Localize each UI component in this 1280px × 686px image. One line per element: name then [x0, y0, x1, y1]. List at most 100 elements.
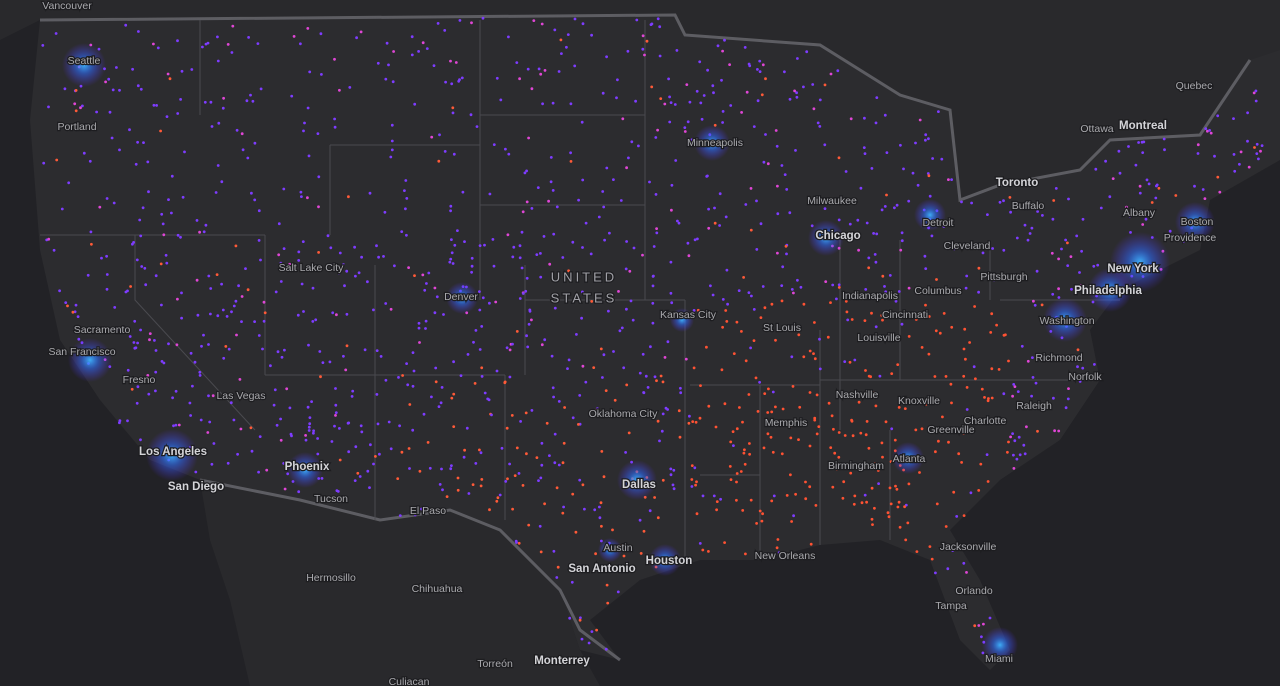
- dot: [1026, 359, 1030, 363]
- city-glow: [146, 429, 198, 481]
- dot: [257, 334, 261, 337]
- dot: [865, 221, 869, 225]
- dot: [1031, 376, 1035, 379]
- dot: [81, 104, 84, 108]
- dot: [525, 200, 529, 204]
- dot: [425, 47, 429, 50]
- dot: [992, 278, 996, 282]
- dot: [1057, 287, 1060, 291]
- dot: [720, 368, 724, 372]
- dot: [660, 429, 664, 433]
- dot: [495, 76, 499, 80]
- dot: [307, 425, 311, 429]
- dot: [470, 264, 474, 268]
- dot: [581, 246, 584, 249]
- dot: [621, 117, 625, 121]
- dot: [930, 234, 934, 238]
- city-glow: [62, 43, 106, 87]
- dot: [740, 111, 743, 114]
- dot: [775, 546, 779, 550]
- dot: [1260, 144, 1264, 148]
- dot: [794, 492, 797, 496]
- dot: [739, 470, 743, 473]
- dot: [875, 232, 879, 236]
- dot: [470, 256, 474, 260]
- dot: [338, 427, 341, 430]
- dot: [456, 476, 460, 480]
- dot: [721, 325, 724, 329]
- dot: [830, 414, 834, 418]
- dot: [641, 47, 645, 51]
- city-label: Monterrey: [534, 655, 590, 667]
- dot: [893, 206, 896, 210]
- dot: [411, 384, 415, 388]
- dot: [601, 376, 604, 379]
- city-label: Sacramento: [74, 324, 131, 336]
- dot: [658, 54, 662, 58]
- dot: [741, 509, 745, 512]
- dot: [735, 498, 738, 502]
- dot: [449, 257, 453, 261]
- dot: [797, 333, 801, 337]
- dot: [537, 67, 541, 71]
- dot: [816, 121, 820, 125]
- dot: [543, 69, 547, 72]
- dot: [573, 64, 577, 68]
- dot: [430, 395, 433, 399]
- dot: [720, 78, 723, 82]
- dot: [883, 113, 887, 117]
- dot: [965, 571, 968, 574]
- dot: [706, 68, 709, 72]
- dot: [793, 89, 796, 93]
- dot: [542, 235, 546, 238]
- dot: [642, 391, 646, 395]
- dot: [698, 416, 702, 420]
- dot: [603, 238, 606, 242]
- dot: [194, 470, 198, 474]
- dot: [73, 102, 77, 106]
- dot: [230, 310, 233, 314]
- dot: [1033, 303, 1037, 307]
- dot: [577, 423, 580, 426]
- dot: [711, 293, 715, 297]
- dot: [52, 248, 56, 252]
- dot: [550, 354, 554, 358]
- dot: [732, 352, 736, 355]
- dot: [372, 462, 375, 466]
- dot: [715, 508, 718, 512]
- dot: [456, 488, 460, 492]
- dot: [903, 407, 907, 410]
- dot: [299, 42, 302, 46]
- dot: [515, 446, 519, 450]
- dot: [849, 117, 853, 121]
- dot: [273, 388, 277, 392]
- dot: [915, 550, 919, 553]
- dot: [552, 232, 556, 236]
- dot: [1007, 359, 1010, 363]
- dot: [607, 309, 610, 313]
- dot: [914, 141, 917, 145]
- dot: [980, 635, 983, 639]
- dot: [990, 396, 994, 400]
- dot: [656, 516, 660, 520]
- dot: [1009, 210, 1012, 214]
- city-label: Austin: [603, 542, 632, 554]
- dot: [656, 17, 660, 21]
- dot: [674, 159, 678, 162]
- dot: [1099, 206, 1103, 210]
- dot: [695, 89, 699, 93]
- dot: [161, 222, 165, 226]
- dot: [382, 255, 385, 258]
- dot: [766, 411, 770, 414]
- dot: [235, 333, 238, 337]
- dot: [578, 618, 582, 622]
- dot: [756, 99, 760, 103]
- dot: [135, 258, 139, 262]
- dot: [790, 520, 793, 523]
- dot: [504, 480, 508, 483]
- city-label: Dallas: [622, 479, 656, 491]
- dot: [728, 465, 732, 468]
- dot: [74, 303, 78, 307]
- city-glows: [62, 43, 1215, 663]
- dot: [527, 322, 531, 326]
